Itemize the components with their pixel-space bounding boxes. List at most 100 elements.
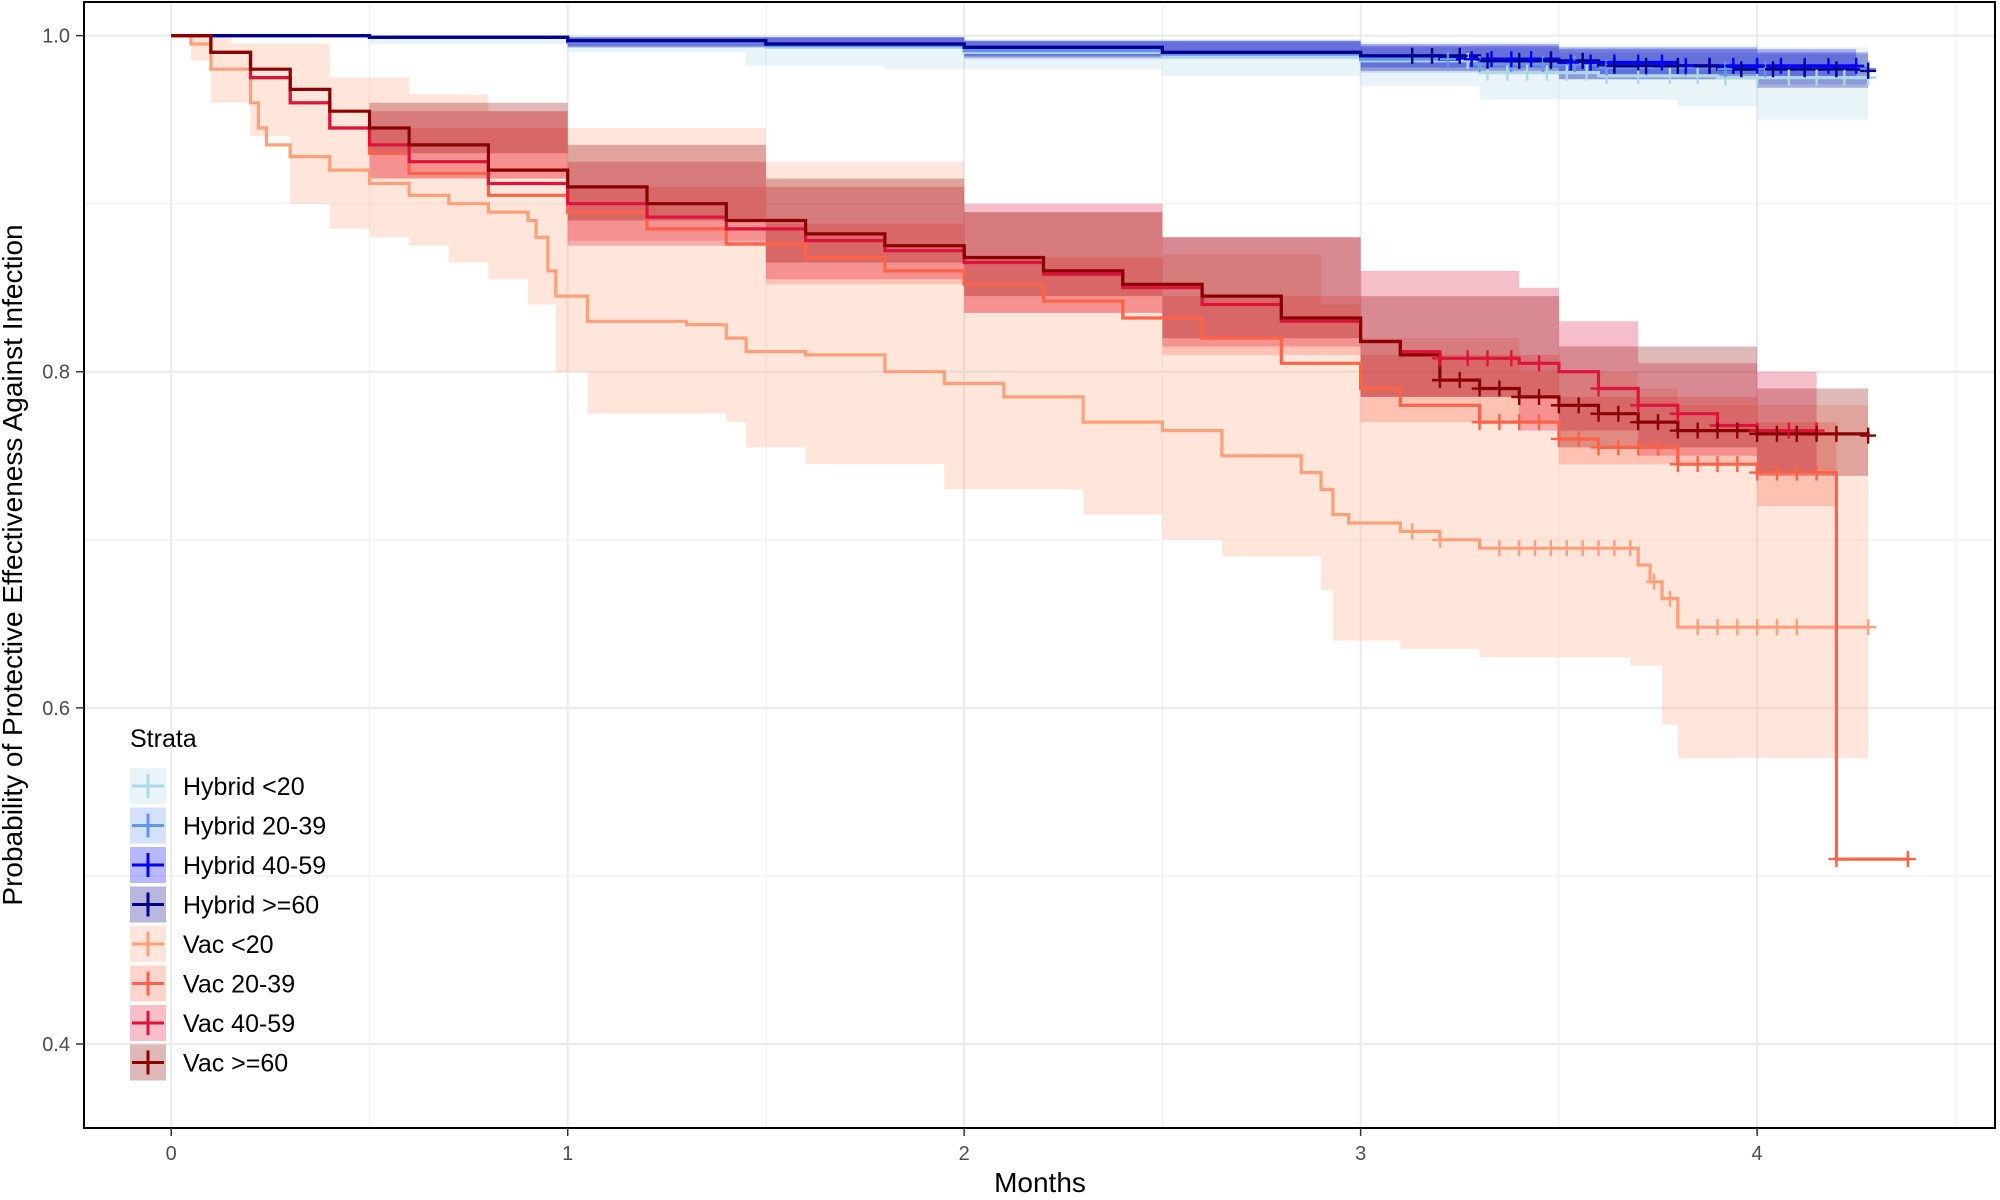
censor-hybrid-40-59 [1483,51,1500,68]
censor-hybrid-ge-60 [1511,52,1528,69]
censor-hybrid-40-59 [1463,51,1480,68]
censor-vac-20-39 [1590,439,1607,456]
x-tick-label: 4 [1752,1143,1763,1165]
censor-vac-ge-60 [1808,425,1825,442]
censor-vac-lt-20 [1511,540,1528,557]
censor-hybrid-40-59 [1772,57,1789,74]
censor-hybrid-ge-60 [1638,57,1655,74]
censor-vac-20-39 [1630,439,1647,456]
legend-mark-vac-20-39 [132,971,164,996]
legend: Strata Hybrid <20 Hybrid 20-39 Hybrid 40-5… [130,725,326,1081]
censor-vac-ge-60 [1550,397,1567,414]
legend-label-vac-ge-60: Vac >=60 [183,1050,288,1078]
censor-hybrid-ge-60 [1733,61,1750,78]
censor-vac-40-59 [1479,350,1496,367]
censor-vac-ge-60 [1768,425,1785,442]
censor-vac-lt-20 [1689,619,1706,636]
plot-background [84,2,1995,1128]
censor-vac-ge-60 [1610,405,1627,422]
censor-vac-ge-60 [1860,427,1877,444]
censor-hybrid-20-39 [1717,61,1734,78]
censor-vac-lt-20 [1646,573,1663,590]
censor-vac-ge-60 [1590,405,1607,422]
censor-vac-ge-60 [1729,422,1746,439]
legend-label-vac-20-39: Vac 20-39 [183,971,295,999]
x-axis: 0 1 2 3 4 [166,1128,1763,1165]
plot-border [83,1,1996,1129]
censor-vac-ge-60 [1471,380,1488,397]
censor-vac-lt-20 [1606,540,1623,557]
legend-mark-vac-ge-60 [132,1050,164,1075]
legend-label-hybrid-40-59: Hybrid 40-59 [183,852,326,880]
censor-hybrid-ge-60 [1860,62,1877,79]
censor-vac-lt-20 [1860,619,1877,636]
censor-hybrid-ge-60 [1542,52,1559,69]
legend-mark-hybrid-ge-60 [132,892,164,917]
y-tick-label: 0.6 [42,698,70,720]
censor-vac-20-39 [1650,439,1666,456]
legend-label-hybrid-20-39: Hybrid 20-39 [183,813,326,841]
censor-vac-20-39 [1669,456,1686,473]
censor-hybrid-ge-60 [1574,52,1591,69]
censor-marks [1404,47,1916,868]
censor-vac-20-39 [1491,414,1508,431]
censor-vac-ge-60 [1451,372,1468,389]
censor-vac-20-39 [1768,464,1785,481]
censor-vac-ge-60 [1669,422,1686,439]
censor-vac-40-59 [1780,422,1797,439]
censor-hybrid-lt-20 [1558,64,1575,81]
censor-hybrid-ge-60 [1404,47,1421,64]
censor-hybrid-40-59 [1582,54,1599,71]
censor-vac-ge-60 [1689,422,1706,439]
censor-vac-ge-60 [1491,380,1508,397]
censor-vac-lt-20 [1542,540,1559,557]
legend-label-hybrid-lt-20: Hybrid <20 [183,773,305,801]
censor-hybrid-lt-20 [1538,64,1555,81]
censor-vac-lt-20 [1431,531,1448,548]
grid [84,2,1995,1128]
censor-hybrid-40-59 [1523,51,1540,68]
censor-vac-20-39 [1511,414,1528,431]
censor-vac-20-39 [1471,414,1488,431]
censor-vac-ge-60 [1630,414,1647,431]
censor-vac-lt-20 [1527,540,1544,557]
band-vac-20-39 [171,35,1837,523]
censor-hybrid-20-39 [1566,56,1583,73]
censor-hybrid-lt-20 [1689,67,1706,84]
censor-hybrid-40-59 [1653,54,1670,71]
censor-hybrid-lt-20 [1808,69,1825,86]
censor-vac-40-59 [1503,350,1520,367]
censor-vac-40-59 [1669,405,1686,422]
censor-vac-20-39 [1749,464,1766,481]
censor-vac-40-59 [1630,397,1647,414]
censor-vac-lt-20 [1709,619,1726,636]
censor-hybrid-40-59 [1503,51,1520,68]
x-tick-label: 0 [166,1143,177,1165]
y-tick-label: 0.4 [42,1034,70,1056]
legend-label-hybrid-ge-60: Hybrid >=60 [183,892,319,920]
censor-vac-20-39 [1729,456,1746,473]
censor-hybrid-lt-20 [1630,67,1647,84]
censor-vac-ge-60 [1511,388,1528,405]
censor-vac-40-59 [1459,350,1476,367]
censor-hybrid-lt-20 [1661,67,1678,84]
band-hybrid-20-39 [171,35,1869,85]
censor-vac-ge-60 [1431,372,1448,389]
censor-vac-20-39 [1550,430,1567,447]
censor-hybrid-ge-60 [1606,57,1623,74]
censor-vac-20-39 [1709,456,1726,473]
censor-hybrid-lt-20 [1780,69,1797,86]
censor-vac-ge-60 [1650,414,1666,431]
censor-hybrid-ge-60 [1701,57,1718,74]
censor-hybrid-ge-60 [1451,47,1468,64]
legend-label-vac-lt-20: Vac <20 [183,931,274,959]
censor-hybrid-40-59 [1848,57,1865,74]
censor-vac-lt-20 [1574,540,1591,557]
censor-hybrid-lt-20 [1578,64,1595,81]
censor-vac-lt-20 [1404,523,1421,540]
censor-hybrid-40-59 [1725,57,1742,74]
legend-mark-vac-40-59 [132,1011,164,1035]
y-axis: 0.4 0.6 0.8 1.0 [42,26,84,1056]
legend-mark-vac-lt-20 [132,932,164,956]
censor-hybrid-40-59 [1562,54,1579,71]
